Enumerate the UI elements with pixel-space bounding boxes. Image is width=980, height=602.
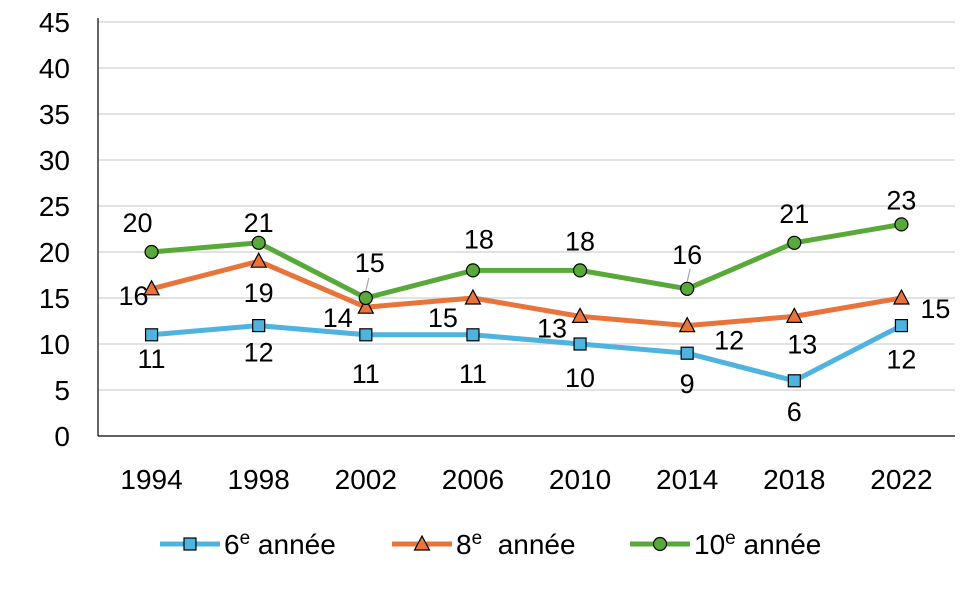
data-point-marker bbox=[251, 235, 266, 250]
data-label: 18 bbox=[565, 226, 595, 256]
data-label: 16 bbox=[119, 281, 149, 311]
data-label: 15 bbox=[355, 248, 385, 278]
data-label: 12 bbox=[714, 326, 744, 356]
x-tick-label: 1998 bbox=[228, 464, 290, 495]
data-point-marker bbox=[466, 328, 480, 342]
data-point-marker bbox=[680, 346, 694, 360]
data-label: 11 bbox=[459, 359, 487, 389]
data-point-marker bbox=[678, 316, 696, 333]
data-point-marker bbox=[571, 307, 589, 323]
x-tick-label: 2002 bbox=[335, 464, 397, 495]
data-label: 12 bbox=[886, 345, 916, 375]
x-tick-label: 2022 bbox=[870, 464, 932, 495]
y-tick-label: 40 bbox=[39, 53, 70, 84]
y-tick-label: 15 bbox=[39, 283, 70, 314]
data-point-marker bbox=[785, 307, 803, 323]
data-point-marker bbox=[252, 319, 266, 333]
data-label: 13 bbox=[787, 329, 817, 359]
y-tick-label: 10 bbox=[39, 329, 70, 360]
data-point-marker bbox=[358, 290, 373, 306]
data-label: 15 bbox=[920, 294, 950, 324]
data-point-marker bbox=[787, 235, 802, 250]
gridlines bbox=[98, 21, 955, 391]
legend-label: 6e année bbox=[224, 528, 336, 560]
data-label: 15 bbox=[428, 303, 458, 333]
data-point-marker bbox=[464, 288, 482, 305]
legend-label-rest: année bbox=[482, 529, 575, 560]
data-point-marker bbox=[573, 337, 587, 351]
x-tick-label: 2014 bbox=[656, 464, 718, 495]
legend-label-rest: année bbox=[250, 529, 336, 560]
legend-label-sup: e bbox=[240, 528, 251, 549]
data-label: 20 bbox=[123, 208, 153, 238]
legend-label-base: 10 bbox=[694, 529, 725, 560]
legend-label-base: 6 bbox=[224, 529, 240, 560]
legend-label: 10e année bbox=[694, 528, 821, 560]
y-tick-label: 0 bbox=[54, 421, 70, 452]
data-point-marker bbox=[787, 374, 801, 388]
series-lines bbox=[143, 217, 910, 388]
legend-marker bbox=[652, 536, 668, 552]
data-label: 14 bbox=[323, 303, 353, 333]
data-point-marker bbox=[357, 297, 375, 314]
data-label: 23 bbox=[886, 185, 916, 215]
y-tick-label: 35 bbox=[39, 99, 70, 130]
y-tick-label: 45 bbox=[39, 7, 70, 38]
data-label: 9 bbox=[680, 369, 695, 399]
y-tick-label: 20 bbox=[39, 237, 70, 268]
legend: 6e année 8e année 10e année bbox=[160, 528, 821, 560]
y-tick-label: 5 bbox=[54, 375, 70, 406]
y-tick-label: 25 bbox=[39, 191, 70, 222]
legend-marker bbox=[413, 534, 431, 551]
y-tick-label: 30 bbox=[39, 145, 70, 176]
legend-label-rest: année bbox=[736, 529, 822, 560]
data-point-marker bbox=[892, 288, 910, 305]
series-line-0 bbox=[151, 323, 903, 384]
data-label: 12 bbox=[244, 338, 274, 368]
x-tick-label: 1994 bbox=[120, 464, 182, 495]
x-tick-label: 2006 bbox=[442, 464, 504, 495]
legend-label-sup: e bbox=[472, 528, 483, 549]
data-label: 16 bbox=[672, 240, 702, 270]
data-label: 19 bbox=[244, 278, 274, 308]
legend-label-base: 8 bbox=[456, 529, 472, 560]
legend-marker bbox=[183, 537, 197, 551]
label-leader-line bbox=[686, 268, 691, 282]
label-leader-line bbox=[365, 277, 370, 292]
data-label: 21 bbox=[244, 208, 274, 238]
x-tick-label: 2018 bbox=[763, 464, 825, 495]
data-point-marker bbox=[143, 279, 161, 296]
x-tick-label: 2010 bbox=[549, 464, 611, 495]
data-label: 11 bbox=[138, 344, 166, 374]
data-point-marker bbox=[894, 217, 909, 232]
data-point-marker bbox=[144, 328, 159, 342]
data-point-marker bbox=[250, 251, 268, 268]
data-point-marker bbox=[465, 263, 481, 278]
series-line-2 bbox=[151, 221, 902, 301]
data-label: 6 bbox=[787, 397, 802, 427]
data-point-marker bbox=[572, 263, 588, 278]
data-label: 13 bbox=[537, 313, 567, 343]
legend-label-sup: e bbox=[725, 528, 736, 549]
data-point-marker bbox=[144, 244, 159, 260]
data-point-marker bbox=[359, 328, 373, 342]
data-point-marker bbox=[894, 319, 909, 333]
legend-label: 8e année bbox=[456, 528, 576, 560]
data-label: 11 bbox=[352, 359, 380, 389]
data-label: 10 bbox=[565, 363, 595, 393]
data-label: 18 bbox=[464, 224, 494, 254]
data-point-marker bbox=[680, 281, 695, 296]
series-line-1 bbox=[150, 258, 902, 329]
data-label: 21 bbox=[779, 199, 809, 229]
